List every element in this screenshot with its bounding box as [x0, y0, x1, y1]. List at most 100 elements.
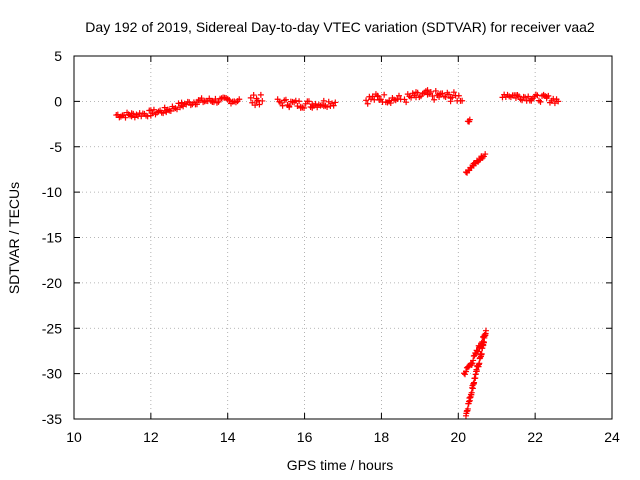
data-point [256, 101, 263, 108]
data-point [175, 100, 182, 107]
data-point [545, 92, 552, 99]
data-point [537, 98, 544, 105]
data-point [449, 94, 456, 101]
data-point [250, 92, 257, 99]
y-tick-label: -5 [50, 139, 63, 155]
data-point [479, 338, 486, 345]
data-point [279, 102, 286, 109]
data-point [236, 96, 243, 103]
data-point [252, 102, 259, 109]
x-tick-label: 20 [450, 429, 466, 445]
data-point [374, 93, 381, 100]
data-point [482, 327, 489, 334]
data-point [442, 94, 449, 101]
data-point [450, 89, 457, 96]
data-point [429, 93, 436, 100]
y-tick-label: -25 [42, 320, 62, 336]
y-tick-label: -35 [42, 411, 62, 427]
data-point [144, 113, 151, 120]
data-point [477, 343, 484, 350]
y-tick-label: -10 [42, 184, 62, 200]
data-point [466, 116, 473, 123]
data-point [482, 151, 489, 158]
grid-lines [74, 56, 612, 419]
x-axis-label: GPS time / hours [287, 457, 394, 473]
data-point [464, 405, 471, 412]
data-point [481, 333, 488, 340]
data-point [294, 103, 301, 110]
data-point [149, 110, 156, 117]
data-point [364, 100, 371, 107]
data-point [462, 371, 469, 378]
data-point [403, 99, 410, 106]
data-point [150, 106, 157, 113]
y-axis-tick-labels: 5 0 -5 -10 -15 -20 -25 -30 -35 [42, 48, 62, 427]
x-tick-label: 24 [604, 429, 620, 445]
data-point [478, 340, 485, 347]
data-point [215, 98, 222, 105]
data-point [312, 100, 319, 107]
data-point [478, 350, 485, 357]
data-point [247, 94, 254, 101]
data-point [363, 97, 370, 104]
data-point [436, 94, 443, 101]
data-point [296, 98, 303, 105]
x-tick-label: 12 [143, 429, 159, 445]
data-point [130, 110, 137, 117]
data-point [381, 91, 388, 98]
data-point [551, 100, 558, 107]
data-point [167, 108, 174, 115]
data-point [325, 98, 332, 105]
data-point [282, 96, 289, 103]
data-point [522, 94, 529, 101]
x-axis-tick-labels: 10 12 14 16 18 20 22 24 [66, 429, 620, 445]
data-point [470, 357, 477, 364]
data-point [432, 87, 439, 94]
chart-title: Day 192 of 2019, Sidereal Day-to-day VTE… [85, 19, 595, 35]
data-point [330, 102, 337, 109]
axis-ticks [73, 55, 613, 420]
data-point [324, 104, 331, 111]
x-tick-label: 22 [527, 429, 543, 445]
data-point [257, 91, 264, 98]
data-points [113, 87, 562, 419]
y-tick-label: -30 [42, 366, 62, 382]
data-point [482, 332, 489, 339]
data-point [395, 92, 402, 99]
x-tick-label: 16 [297, 429, 313, 445]
data-point [173, 106, 180, 113]
x-tick-label: 10 [66, 429, 82, 445]
data-point [431, 96, 438, 103]
data-point [226, 97, 233, 104]
data-point [455, 92, 462, 99]
data-point [332, 99, 339, 106]
data-point [122, 114, 129, 121]
y-tick-label: -20 [42, 275, 62, 291]
data-point [462, 368, 469, 375]
data-point [445, 91, 452, 98]
x-tick-label: 18 [374, 429, 390, 445]
data-point [160, 110, 167, 117]
x-tick-label: 14 [220, 429, 236, 445]
y-axis-label: SDTVAR / TECUs [6, 182, 22, 294]
data-point [414, 89, 421, 96]
data-point [305, 98, 312, 105]
data-point [259, 97, 266, 104]
data-point [320, 97, 327, 104]
data-point [424, 87, 431, 94]
data-point [525, 93, 532, 100]
data-point [198, 95, 205, 102]
data-point [161, 104, 168, 111]
data-point [286, 103, 293, 110]
y-tick-label: 0 [54, 93, 62, 109]
data-point [427, 88, 434, 95]
data-point [301, 105, 308, 112]
y-tick-label: -15 [42, 230, 62, 246]
y-tick-label: 5 [54, 48, 62, 64]
data-point [555, 98, 562, 105]
data-point [469, 360, 476, 367]
data-point [459, 97, 466, 104]
data-point [387, 100, 394, 107]
data-point [475, 348, 482, 355]
